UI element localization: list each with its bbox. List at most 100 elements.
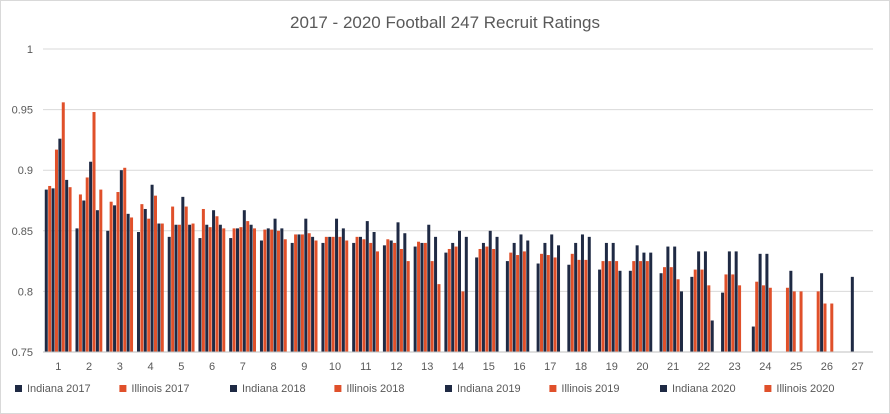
bar	[321, 242, 325, 352]
bar	[140, 204, 144, 352]
bar	[314, 240, 318, 352]
bar	[673, 246, 677, 352]
bar	[92, 112, 96, 353]
bar	[567, 264, 571, 352]
bar	[697, 251, 701, 352]
bar	[119, 170, 123, 352]
bar	[423, 242, 427, 352]
bar	[249, 224, 253, 352]
bar	[488, 230, 492, 352]
bar	[365, 221, 369, 352]
bar	[799, 291, 803, 352]
bar	[765, 253, 769, 352]
bar	[184, 206, 188, 352]
bar	[355, 236, 359, 352]
bar	[444, 252, 448, 352]
x-tick-label: 20	[636, 361, 648, 373]
bar	[300, 234, 304, 352]
bar	[270, 229, 274, 352]
bar	[478, 248, 482, 352]
bar	[65, 179, 69, 352]
bar	[768, 287, 772, 352]
bar	[666, 246, 670, 352]
bar	[143, 208, 147, 352]
bar	[823, 303, 827, 352]
bar	[789, 270, 793, 352]
bar	[830, 303, 834, 352]
bar	[215, 216, 219, 352]
bar	[618, 270, 622, 352]
bar	[205, 224, 209, 352]
bar	[639, 261, 643, 352]
bar	[557, 245, 561, 352]
bar	[662, 267, 666, 352]
bar	[434, 236, 438, 352]
bar	[338, 236, 342, 352]
bar	[816, 291, 820, 352]
bar	[693, 269, 697, 352]
x-tick-label: 12	[390, 361, 402, 373]
x-tick-label: 15	[483, 361, 495, 373]
bar	[430, 261, 434, 352]
bar	[106, 230, 110, 352]
bar	[608, 261, 612, 352]
bar	[526, 240, 530, 352]
bar	[181, 196, 185, 352]
bar	[406, 261, 410, 352]
bar	[147, 218, 151, 352]
legend-swatch	[764, 385, 772, 392]
bar	[123, 167, 127, 352]
bar	[700, 269, 704, 352]
bar	[679, 291, 683, 352]
bar	[311, 236, 315, 352]
bar	[58, 138, 62, 352]
x-tick-label: 6	[209, 361, 215, 373]
x-tick-label: 3	[117, 361, 123, 373]
bar	[157, 223, 161, 352]
bar	[89, 161, 93, 352]
bar	[328, 236, 332, 352]
x-tick-label: 1	[55, 361, 61, 373]
bar	[273, 218, 277, 352]
bar	[232, 228, 236, 352]
bar	[676, 279, 680, 352]
bar	[208, 227, 212, 352]
bar	[522, 251, 526, 352]
bar	[393, 242, 397, 352]
bar	[724, 274, 728, 352]
bar	[399, 248, 403, 352]
bar	[229, 238, 233, 352]
bar	[283, 239, 287, 352]
bar	[236, 228, 240, 352]
x-tick-label: 16	[513, 361, 525, 373]
bar	[703, 251, 707, 352]
bar	[546, 255, 550, 352]
y-tick-label: 0.85	[12, 226, 33, 238]
legend-label: Illinois 2017	[131, 383, 189, 395]
bar	[259, 240, 263, 352]
bar	[580, 234, 584, 352]
bar	[475, 257, 479, 352]
legend-swatch	[15, 385, 22, 392]
bar	[587, 236, 591, 352]
bar	[335, 218, 339, 352]
bar	[48, 185, 52, 352]
bar	[304, 218, 308, 352]
legend-label: Indiana 2020	[672, 383, 736, 395]
bar	[266, 228, 270, 352]
bar	[44, 189, 48, 352]
bar	[389, 240, 393, 352]
bar	[382, 245, 386, 352]
bar	[598, 269, 602, 352]
bar	[570, 253, 574, 352]
bar	[136, 232, 140, 352]
bar	[276, 230, 280, 352]
x-tick-label: 5	[178, 361, 184, 373]
bar	[543, 242, 547, 352]
x-tick-label: 4	[148, 361, 154, 373]
bar	[611, 242, 615, 352]
bar	[263, 229, 267, 352]
bar	[109, 201, 113, 352]
bar	[550, 234, 554, 352]
